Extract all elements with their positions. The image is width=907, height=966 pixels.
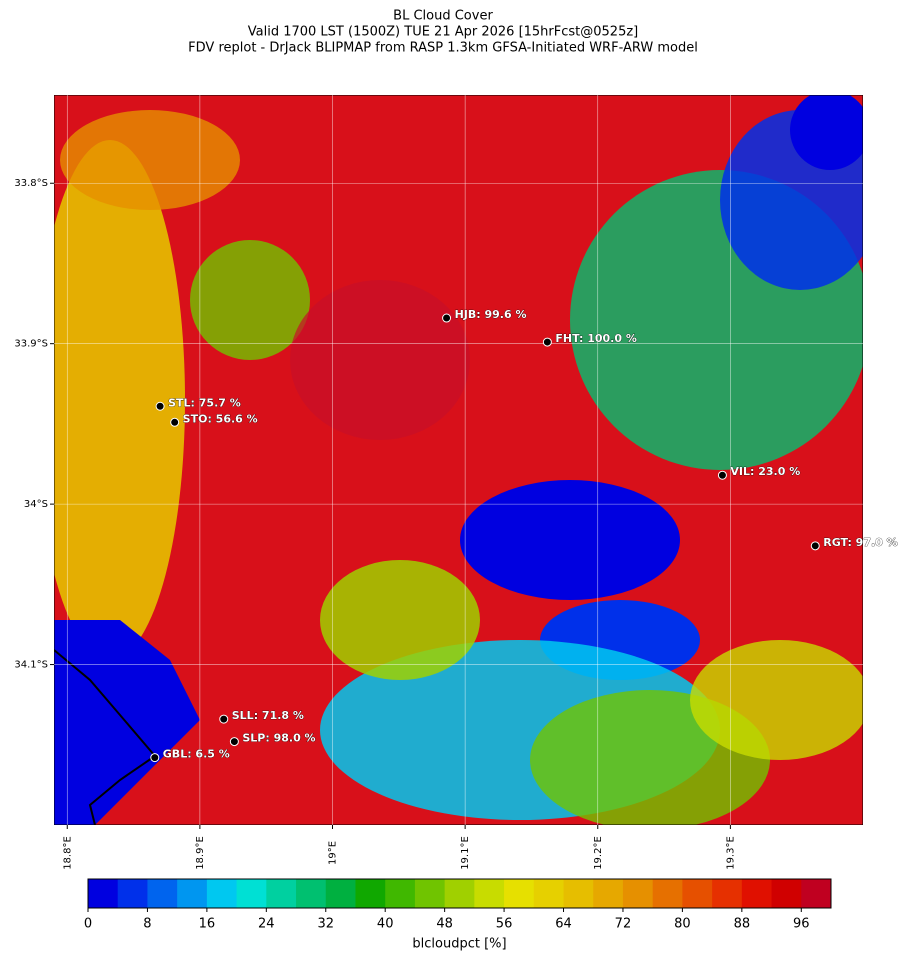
colorbar-tick-label: 32	[317, 917, 334, 932]
colorbar-swatch	[355, 879, 386, 908]
colorbar-swatch	[712, 879, 743, 908]
title-line: FDV replot - DrJack BLIPMAP from RASP 1.…	[188, 41, 698, 56]
colorbar-swatch	[652, 879, 683, 908]
colorbar-swatch	[682, 879, 713, 908]
x-tick-label: 18.8°E	[62, 836, 73, 870]
station-marker	[717, 470, 727, 480]
colorbar-swatch	[563, 879, 594, 908]
x-tick-label: 19.1°E	[460, 836, 471, 870]
colorbar-tick-label: 8	[143, 917, 151, 932]
colorbar-swatch	[296, 879, 327, 908]
station-label: HJB: 99.6 %	[455, 308, 527, 321]
station-label: STO: 56.6 %	[183, 412, 258, 425]
cloud-field	[54, 95, 863, 825]
colorbar-swatch	[622, 879, 654, 908]
colorbar-swatch	[533, 879, 565, 908]
station-label: STL: 75.7 %	[168, 396, 241, 409]
station-marker	[442, 313, 452, 323]
colorbar-tick-label: 80	[674, 917, 691, 932]
colorbar-tick-label: 56	[496, 917, 513, 932]
colorbar-swatch	[88, 879, 119, 908]
colorbar-swatch	[325, 879, 356, 908]
y-tick-label: 34.1°S	[14, 660, 48, 671]
y-tick-label: 33.8°S	[14, 178, 48, 189]
station-label: FHT: 100.0 %	[555, 332, 637, 345]
station-marker	[542, 337, 552, 347]
colorbar-swatch	[414, 879, 446, 908]
colorbar-swatch	[474, 879, 505, 908]
colorbar-swatch	[504, 879, 535, 908]
station-label: RGT: 97.0 %	[823, 536, 897, 549]
colorbar-frame	[87, 878, 832, 909]
station-label: SLP: 98.0 %	[242, 732, 315, 745]
station-marker	[219, 714, 229, 724]
colorbar-tick-label: 72	[615, 917, 632, 932]
colorbar-swatch	[741, 879, 773, 908]
colorbar-swatch	[444, 879, 475, 908]
colorbar-tick-label: 24	[258, 917, 275, 932]
colorbar-swatch	[236, 879, 267, 908]
colorbar-swatch	[801, 879, 832, 908]
colorbar-swatch	[177, 879, 208, 908]
station-label: SLL: 71.8 %	[232, 709, 304, 722]
station-marker	[150, 753, 160, 763]
title-line: BL Cloud Cover	[393, 9, 493, 24]
station-marker	[810, 541, 820, 551]
colorbar-swatch	[771, 879, 802, 908]
x-tick-label: 19.3°E	[725, 836, 736, 870]
title-line: Valid 1700 LST (1500Z) TUE 21 Apr 2026 […	[248, 25, 639, 40]
x-tick-label: 18.9°E	[195, 836, 206, 870]
station-label: GBL: 6.5 %	[163, 748, 230, 761]
colorbar-tick-label: 16	[199, 917, 216, 932]
colorbar-tick-label: 0	[84, 917, 92, 932]
x-tick-label: 19.2°E	[593, 836, 604, 870]
colorbar-tick-label: 48	[436, 917, 453, 932]
colorbar-tick-label: 40	[377, 917, 394, 932]
colorbar-tick-label: 96	[793, 917, 810, 932]
colorbar-label: blcloudpct [%]	[412, 937, 506, 952]
colorbar-tick-label: 64	[555, 917, 572, 932]
colorbar-swatch	[593, 879, 624, 908]
colorbar-swatch	[385, 879, 416, 908]
colorbar-swatch	[117, 879, 148, 908]
y-tick-label: 34°S	[24, 499, 48, 510]
station-label: VIL: 23.0 %	[730, 465, 800, 478]
station-marker	[170, 417, 180, 427]
colorbar-swatch	[206, 879, 238, 908]
colorbar-tick-label: 88	[734, 917, 751, 932]
x-tick-label: 19°E	[328, 841, 339, 865]
colorbar-swatch	[266, 879, 297, 908]
station-marker	[229, 737, 239, 747]
colorbar-swatch	[147, 879, 178, 908]
y-tick-label: 33.9°S	[14, 339, 48, 350]
station-marker	[155, 401, 165, 411]
